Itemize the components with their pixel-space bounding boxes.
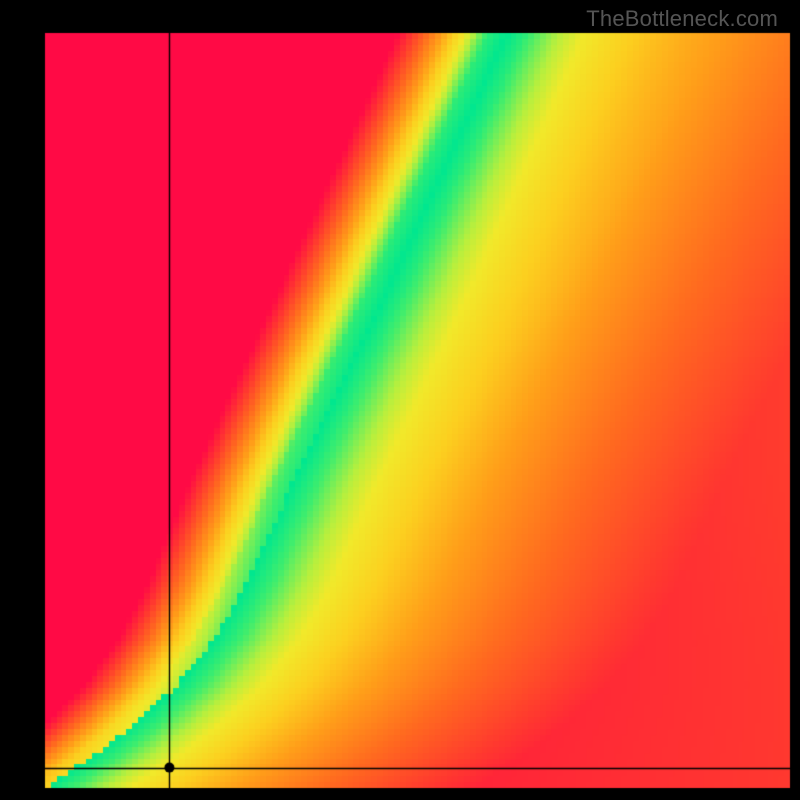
heatmap-canvas (0, 0, 800, 800)
watermark-label: TheBottleneck.com (586, 6, 778, 32)
root-container: TheBottleneck.com (0, 0, 800, 800)
